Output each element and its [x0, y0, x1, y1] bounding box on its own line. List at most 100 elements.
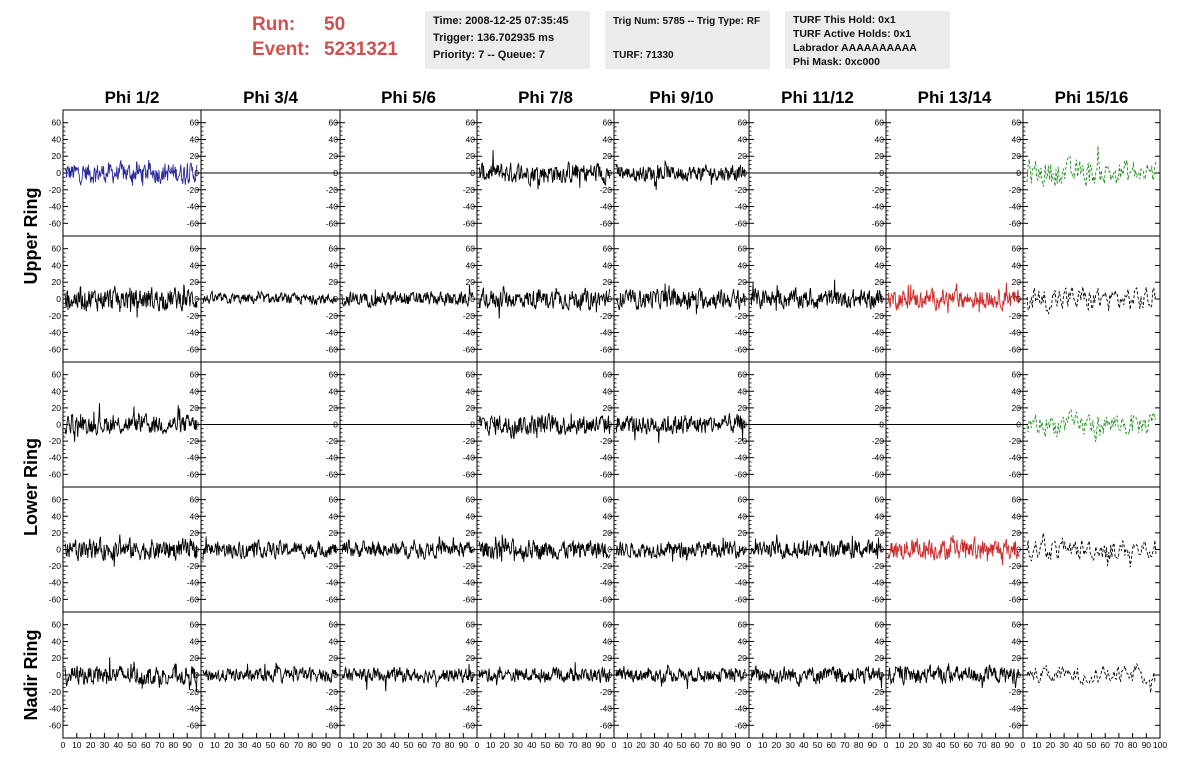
waveform-line [64, 403, 198, 442]
turf-active-holds-line: TURF Active Holds: 0x1 [793, 28, 912, 40]
y-tick-label: 60 [875, 370, 885, 380]
y-tick-label: 20 [1012, 653, 1022, 663]
y-tick-label: 20 [1012, 528, 1022, 538]
y-tick-label: 20 [466, 151, 476, 161]
y-tick-label: -60 [872, 720, 885, 730]
y-tick-label: 0 [879, 545, 884, 555]
y-tick-label: 0 [742, 670, 747, 680]
x-tick-label: 20 [636, 740, 646, 750]
y-tick-label: -40 [49, 453, 62, 463]
y-tick-label: -40 [872, 328, 885, 338]
y-tick-label: -40 [872, 704, 885, 714]
y-tick-label: -20 [1009, 436, 1022, 446]
x-tick-label: 70 [568, 740, 578, 750]
y-tick-label: -60 [735, 469, 748, 479]
y-tick-label: 60 [603, 620, 613, 630]
y-tick-label: 20 [329, 403, 339, 413]
y-tick-label: -20 [326, 436, 339, 446]
trigger-line: Trigger: 136.702935 ms [433, 32, 555, 44]
y-tick-label: -20 [600, 185, 613, 195]
y-tick-label: 60 [190, 370, 200, 380]
y-tick-label: 60 [738, 118, 748, 128]
x-tick-label: 50 [127, 740, 137, 750]
x-tick-label: 60 [690, 740, 700, 750]
y-tick-label: -40 [735, 328, 748, 338]
y-tick-label: 0 [470, 420, 475, 430]
y-tick-label: -60 [49, 344, 62, 354]
y-tick-label: 60 [190, 118, 200, 128]
y-tick-label: 40 [603, 386, 613, 396]
y-tick-label: 60 [52, 118, 62, 128]
y-tick-label: -60 [463, 469, 476, 479]
y-tick-label: 20 [190, 528, 200, 538]
y-tick-label: -40 [735, 578, 748, 588]
y-tick-label: -40 [49, 202, 62, 212]
y-tick-label: -20 [735, 185, 748, 195]
y-tick-label: -60 [872, 594, 885, 604]
x-tick-label: 60 [141, 740, 151, 750]
y-tick-label: -60 [872, 218, 885, 228]
waveform-line [64, 534, 198, 567]
y-tick-label: 20 [190, 151, 200, 161]
event-value: 5231321 [324, 39, 398, 60]
y-tick-label: -20 [872, 311, 885, 321]
waveform-line [478, 412, 611, 440]
x-tick-label: 20 [363, 740, 373, 750]
y-tick-label: 40 [603, 134, 613, 144]
y-tick-label: 0 [194, 545, 199, 555]
y-tick-label: 40 [52, 134, 62, 144]
y-tick-label: -40 [49, 704, 62, 714]
y-tick-label: 0 [742, 168, 747, 178]
y-tick-label: -40 [463, 328, 476, 338]
y-tick-label: 20 [329, 528, 339, 538]
x-tick-label: 0 [338, 740, 343, 750]
run-value: 50 [324, 14, 346, 35]
y-tick-label: -60 [187, 344, 200, 354]
y-tick-label: 40 [875, 511, 885, 521]
y-tick-label: 0 [333, 670, 338, 680]
waveform-line [341, 536, 474, 560]
waveform-line [1026, 663, 1157, 693]
y-tick-label: 0 [56, 168, 61, 178]
waveform-line [1026, 146, 1157, 187]
y-tick-label: 0 [607, 670, 612, 680]
y-tick-label: 40 [466, 636, 476, 646]
y-tick-label: 20 [875, 151, 885, 161]
x-tick-label: 40 [936, 740, 946, 750]
y-tick-label: 0 [607, 294, 612, 304]
trig-num-line: Trig Num: 5785 -- Trig Type: RF [613, 16, 761, 27]
y-tick-label: -60 [326, 469, 339, 479]
x-tick-label: 70 [977, 740, 987, 750]
y-tick-label: 20 [875, 277, 885, 287]
y-tick-label: 60 [52, 244, 62, 254]
waveform-line [478, 149, 611, 190]
y-tick-label: 20 [603, 653, 613, 663]
y-tick-label: 40 [52, 511, 62, 521]
y-tick-label: 40 [1012, 260, 1022, 270]
x-tick-label: 30 [513, 740, 523, 750]
y-tick-label: 20 [190, 653, 200, 663]
y-tick-label: -60 [463, 218, 476, 228]
phi-mask-line: Phi Mask: 0xc000 [793, 56, 880, 68]
y-tick-label: 40 [1012, 386, 1022, 396]
y-tick-label: 60 [738, 620, 748, 630]
y-tick-label: -60 [872, 344, 885, 354]
y-tick-label: 40 [738, 511, 748, 521]
y-tick-label: 60 [603, 118, 613, 128]
y-tick-label: -40 [1009, 704, 1022, 714]
y-tick-label: 60 [603, 495, 613, 505]
y-tick-label: -20 [463, 311, 476, 321]
y-tick-label: -20 [1009, 687, 1022, 697]
y-tick-label: -60 [463, 594, 476, 604]
y-tick-label: -20 [49, 311, 62, 321]
y-tick-label: -20 [735, 311, 748, 321]
turf-line: TURF: 71330 [613, 50, 674, 61]
x-tick-label: 80 [307, 740, 317, 750]
x-tick-label: 50 [266, 740, 276, 750]
x-tick-label: 0 [612, 740, 617, 750]
column-header: Phi 5/6 [381, 88, 436, 107]
y-tick-label: -40 [600, 328, 613, 338]
y-tick-label: -60 [463, 344, 476, 354]
y-tick-label: -60 [600, 218, 613, 228]
y-tick-label: 0 [607, 545, 612, 555]
